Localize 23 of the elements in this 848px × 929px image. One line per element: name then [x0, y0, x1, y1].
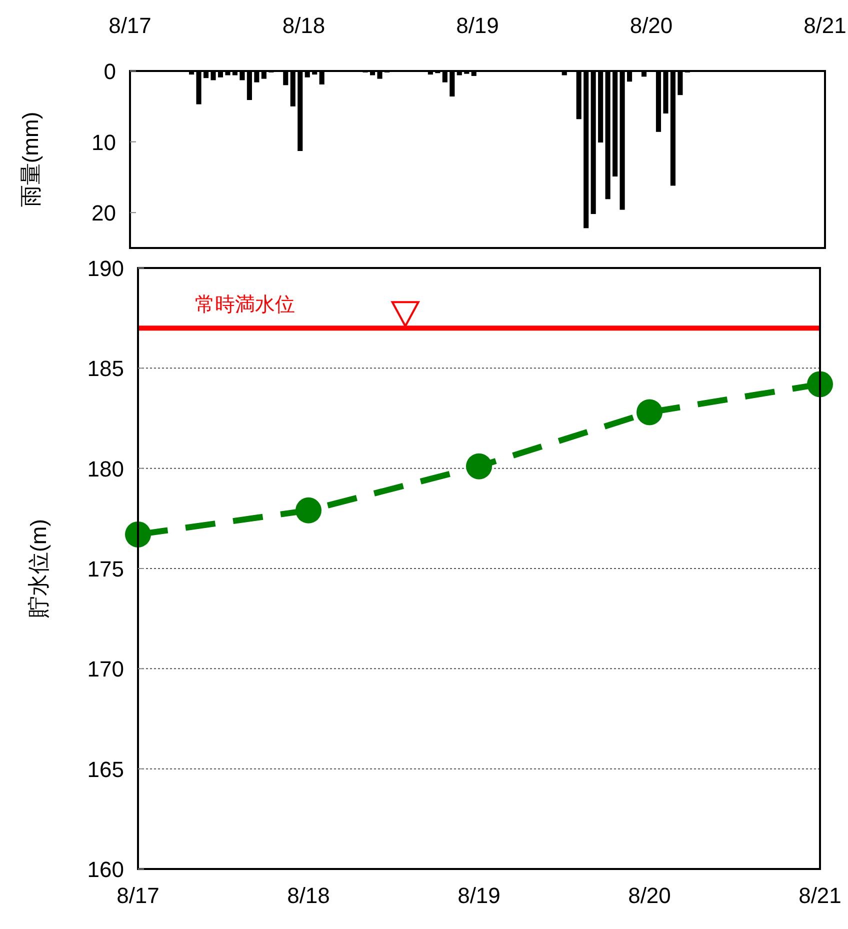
y-tick-label: 180	[87, 456, 124, 482]
y-axis-title: 雨量(mm)	[18, 112, 43, 208]
x-tick-label: 8/18	[287, 883, 330, 908]
x-tick-label: 8/18	[282, 13, 326, 38]
x-tick-label: 8/21	[798, 883, 842, 908]
x-tick-label: 8/20	[630, 13, 673, 38]
y-tick-label: 170	[87, 656, 124, 682]
x-tick-label: 8/17	[108, 13, 152, 38]
y-tick-label: 0	[104, 59, 116, 84]
x-tick-label: 8/17	[116, 883, 160, 908]
x-tick-label: 8/21	[804, 13, 846, 38]
y-tick-label: 20	[92, 200, 116, 226]
y-tick-label: 165	[87, 756, 124, 782]
y-tick-label: 175	[87, 556, 124, 582]
x-tick-label: 8/19	[456, 13, 499, 38]
x-tick-label: 8/19	[458, 883, 500, 908]
x-tick-label: 8/20	[628, 883, 671, 908]
y-tick-label: 160	[87, 857, 124, 882]
y-tick-label: 190	[87, 256, 124, 281]
y-axis-title: 貯水位(m)	[26, 519, 51, 618]
y-tick-label: 185	[87, 356, 124, 382]
ref-line-label: 常時満水位	[195, 294, 295, 316]
y-tick-label: 10	[92, 130, 116, 155]
